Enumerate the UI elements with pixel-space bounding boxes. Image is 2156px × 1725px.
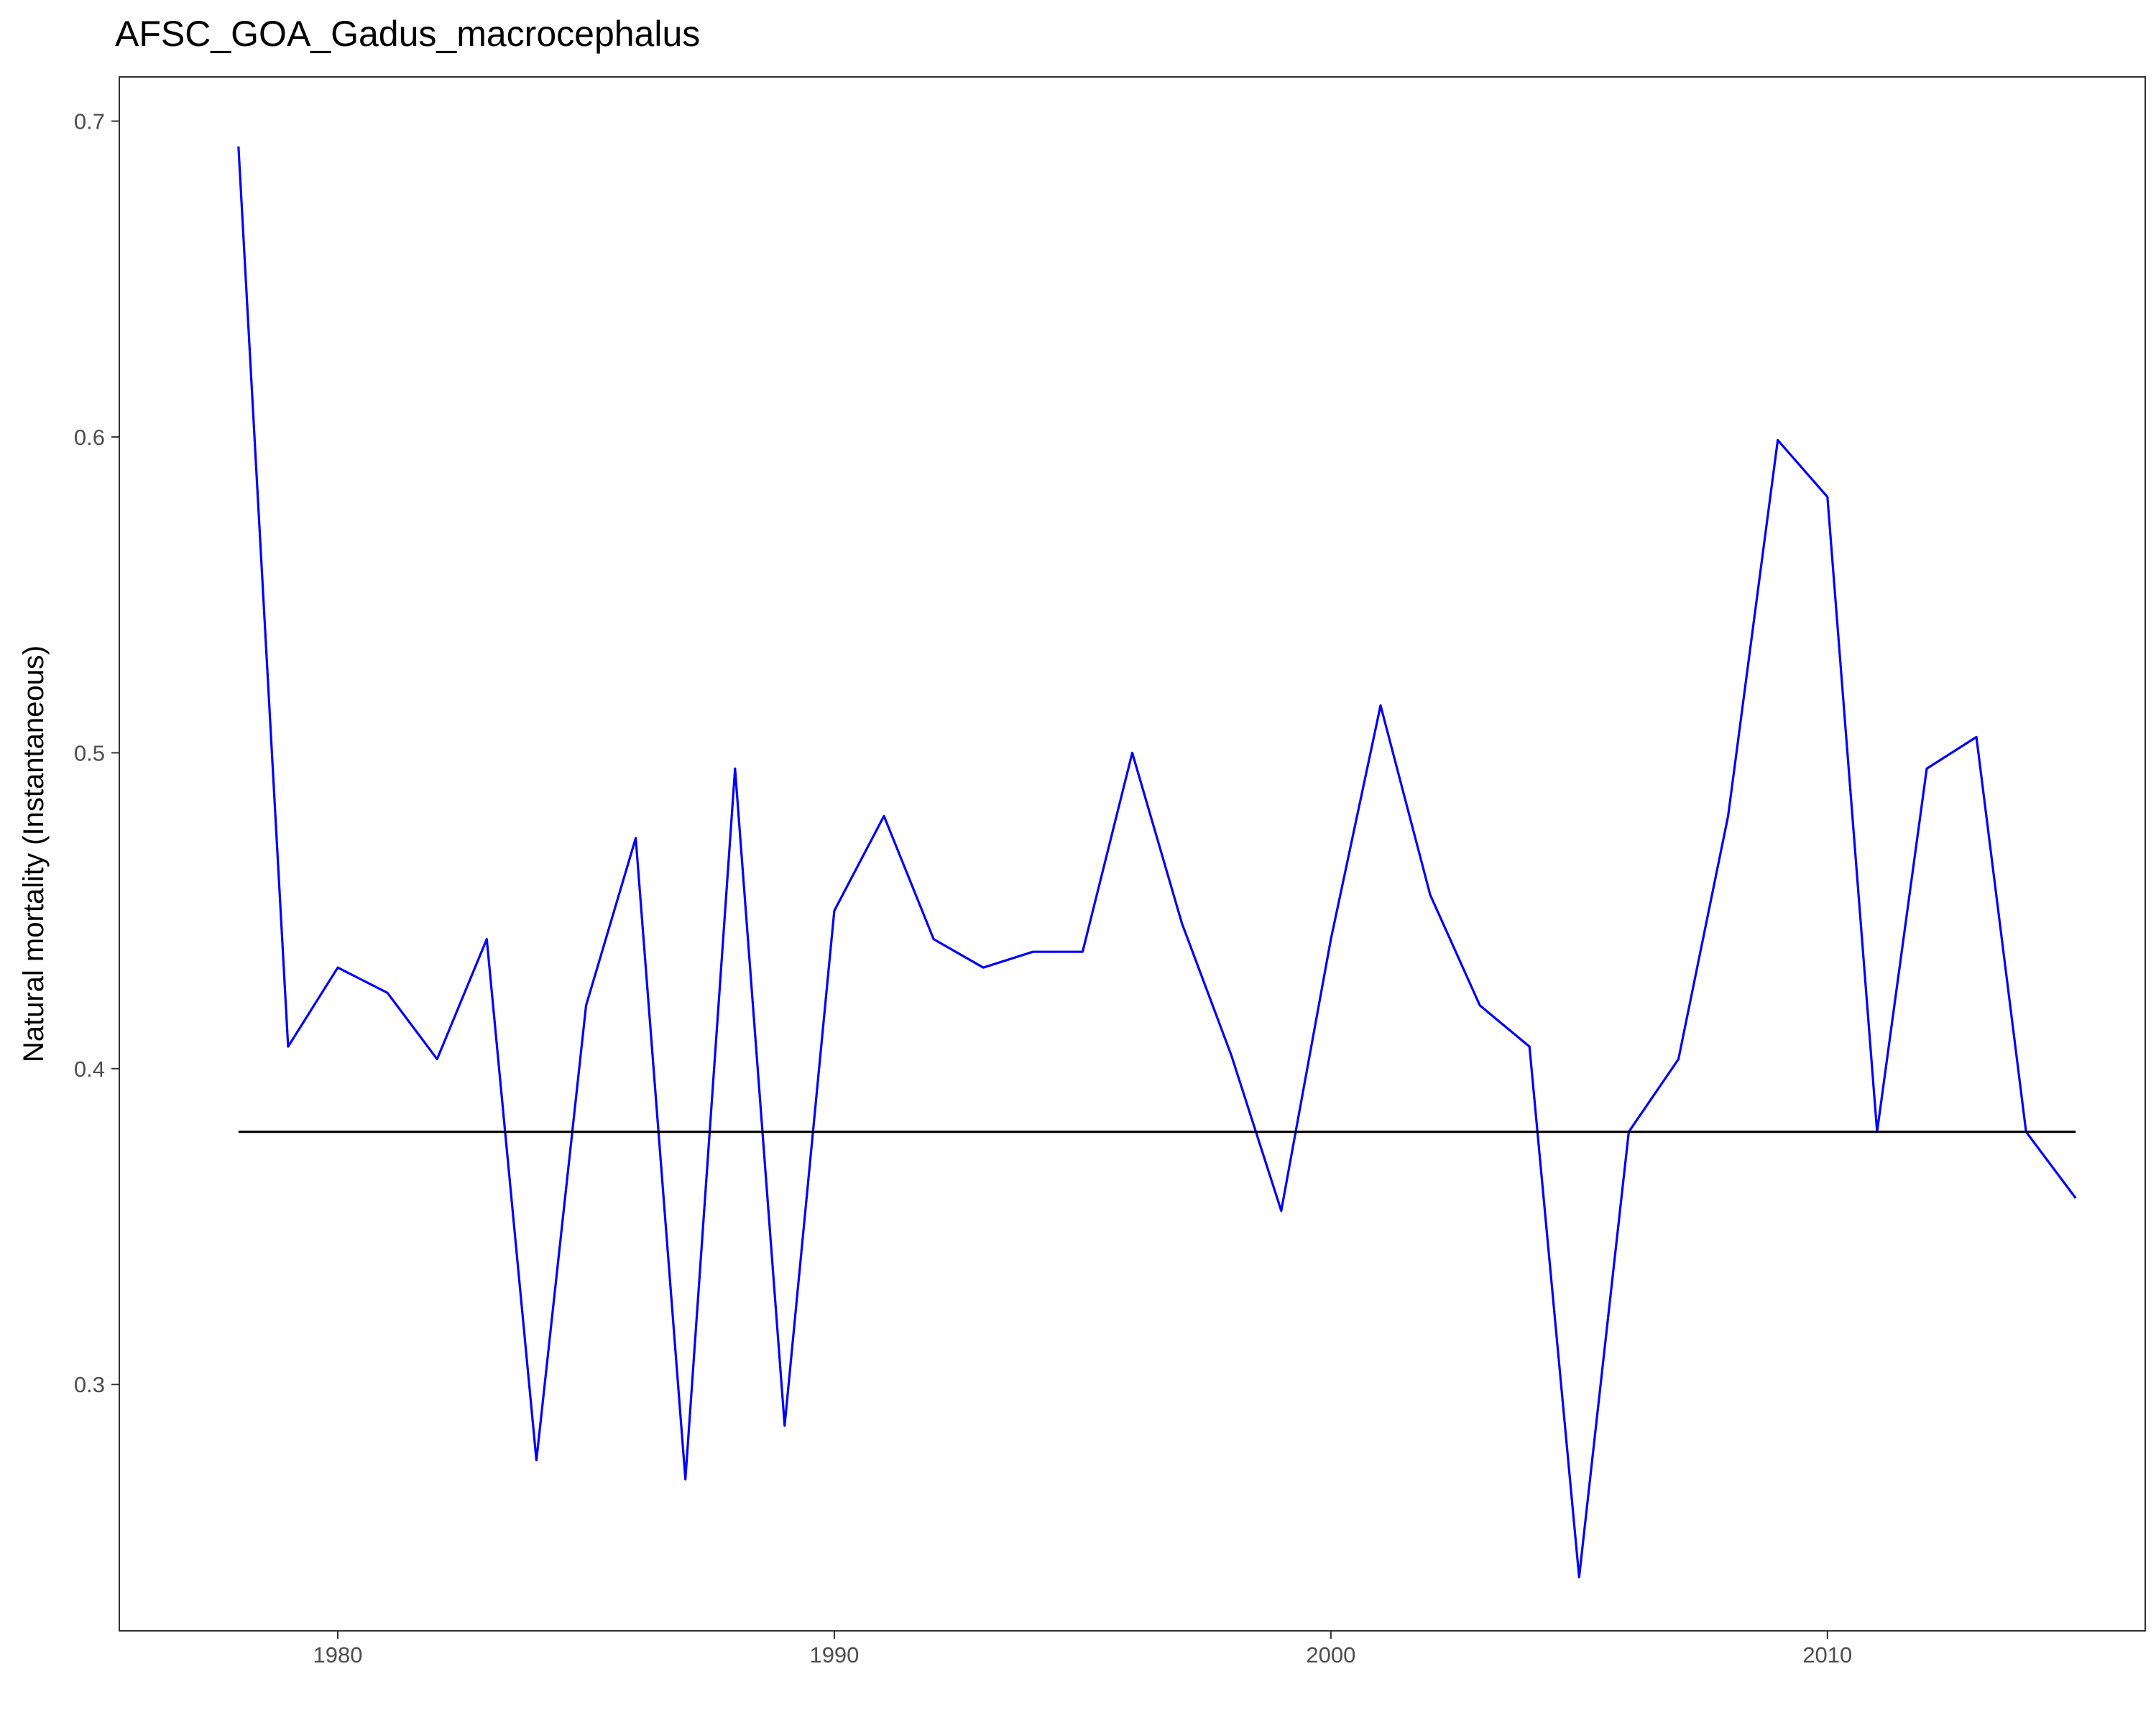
- y-tick-label: 0.7: [74, 109, 105, 134]
- y-tick-label: 0.6: [74, 425, 105, 450]
- y-tick-label: 0.3: [74, 1372, 105, 1397]
- y-axis-title: Natural mortality (Instantaneous): [18, 645, 50, 1062]
- series-layer: [237, 146, 2077, 1578]
- x-tick-label: 1980: [313, 1642, 363, 1668]
- plot-panel: [119, 76, 2146, 1632]
- natural-mortality-series-line: [237, 146, 2077, 1578]
- y-tick-label: 0.4: [74, 1057, 105, 1082]
- x-tick-label: 2010: [1802, 1642, 1852, 1668]
- x-tick-label: 2000: [1306, 1642, 1355, 1668]
- x-tick-label: 1990: [809, 1642, 859, 1668]
- x-axis: 1980 1990 2000 2010: [313, 1631, 1852, 1668]
- chart-title: AFSC_GOA_Gadus_macrocephalus: [115, 14, 700, 54]
- y-tick-label: 0.5: [74, 740, 105, 765]
- y-axis: 0.3 0.4 0.5 0.6 0.7: [74, 109, 119, 1397]
